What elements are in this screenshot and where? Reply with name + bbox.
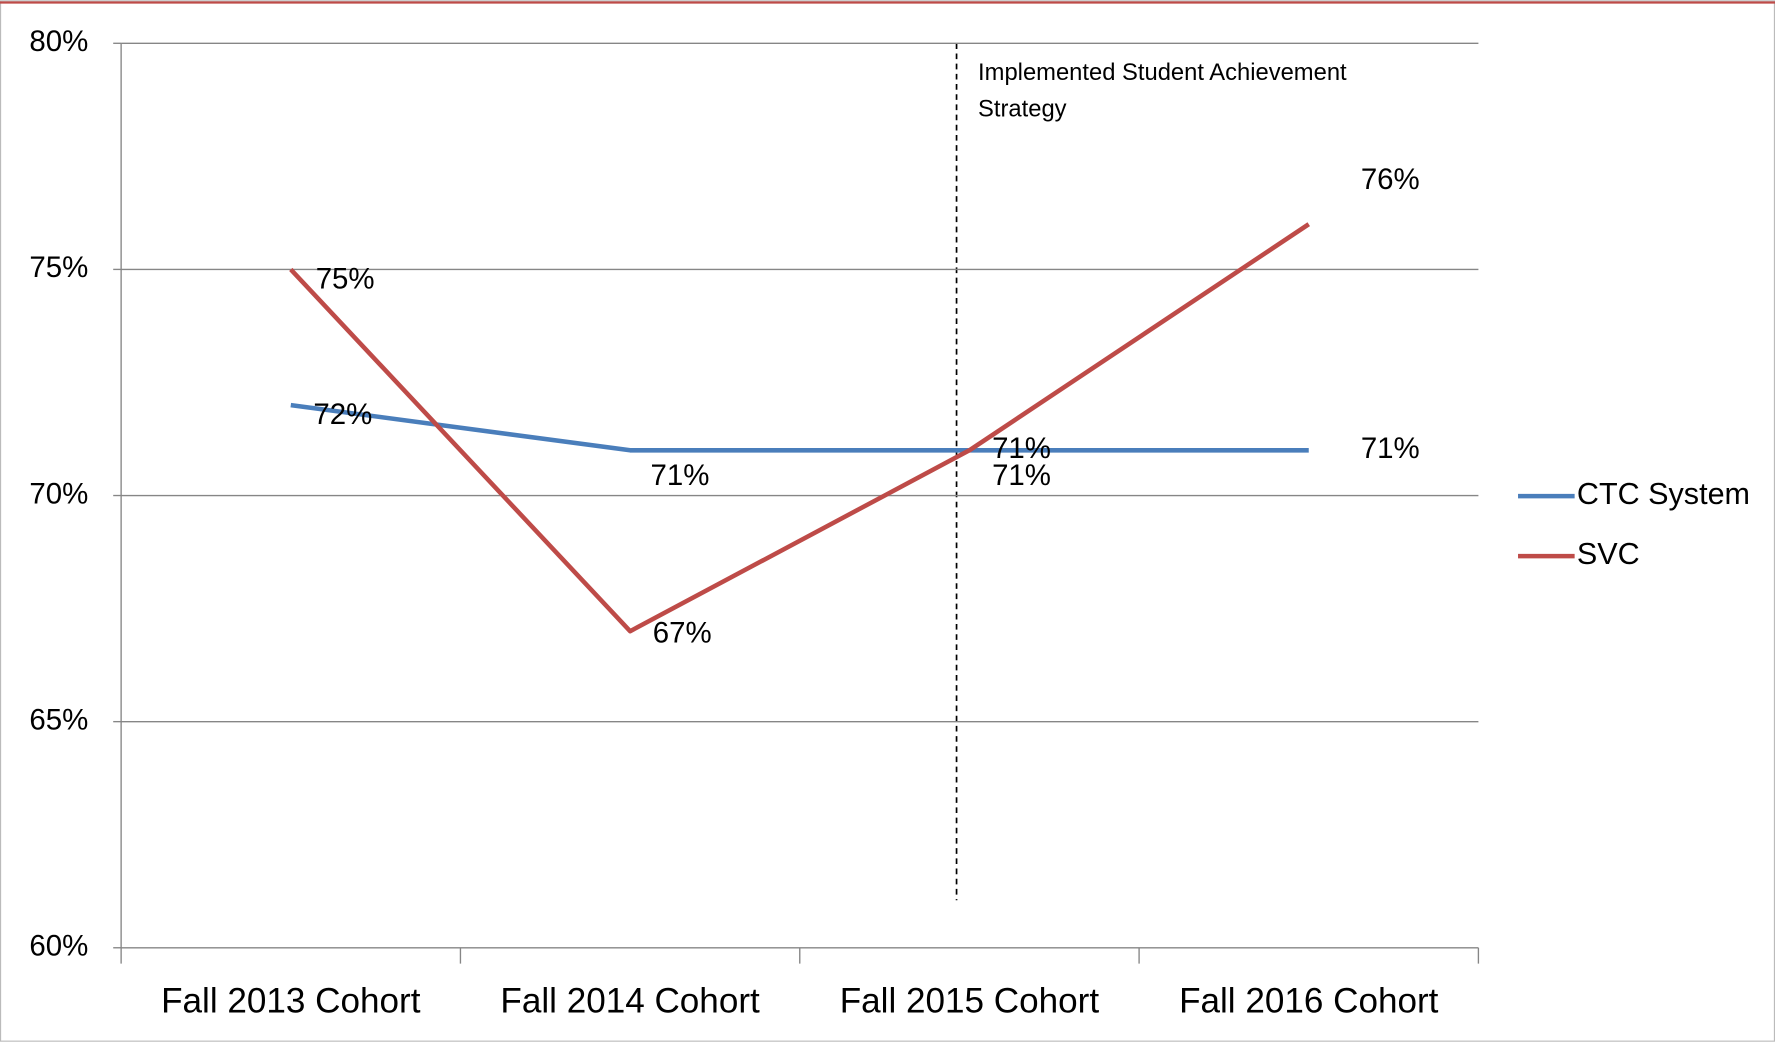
- legend-label: CTC System: [1577, 477, 1750, 511]
- annotation: Implemented Student Achievement: [978, 59, 1347, 86]
- y-tick-label: 80%: [29, 25, 88, 58]
- data-label: 71%: [1361, 432, 1420, 465]
- data-label: 71%: [650, 459, 709, 492]
- x-tick-label: Fall 2013 Cohort: [161, 982, 421, 1021]
- x-tick-label: Fall 2016 Cohort: [1179, 982, 1439, 1021]
- x-tick-label: Fall 2014 Cohort: [500, 982, 760, 1021]
- y-tick-label: 75%: [29, 251, 88, 284]
- data-label: 72%: [313, 398, 372, 431]
- x-tick-label: Fall 2015 Cohort: [840, 982, 1100, 1021]
- annotation: Strategy: [978, 95, 1067, 122]
- legend-label: SVC: [1577, 537, 1640, 571]
- data-label: 71%: [992, 432, 1051, 465]
- line-series: [290, 402, 1309, 453]
- y-tick-label: 70%: [29, 477, 88, 510]
- data-label: 71%: [992, 459, 1051, 492]
- data-label: 76%: [1361, 163, 1420, 196]
- y-tick-label: 60%: [29, 930, 88, 963]
- line-series: [289, 222, 1311, 634]
- data-label: 75%: [316, 263, 375, 296]
- data-label: 67%: [653, 616, 712, 649]
- y-tick-label: 65%: [29, 703, 88, 736]
